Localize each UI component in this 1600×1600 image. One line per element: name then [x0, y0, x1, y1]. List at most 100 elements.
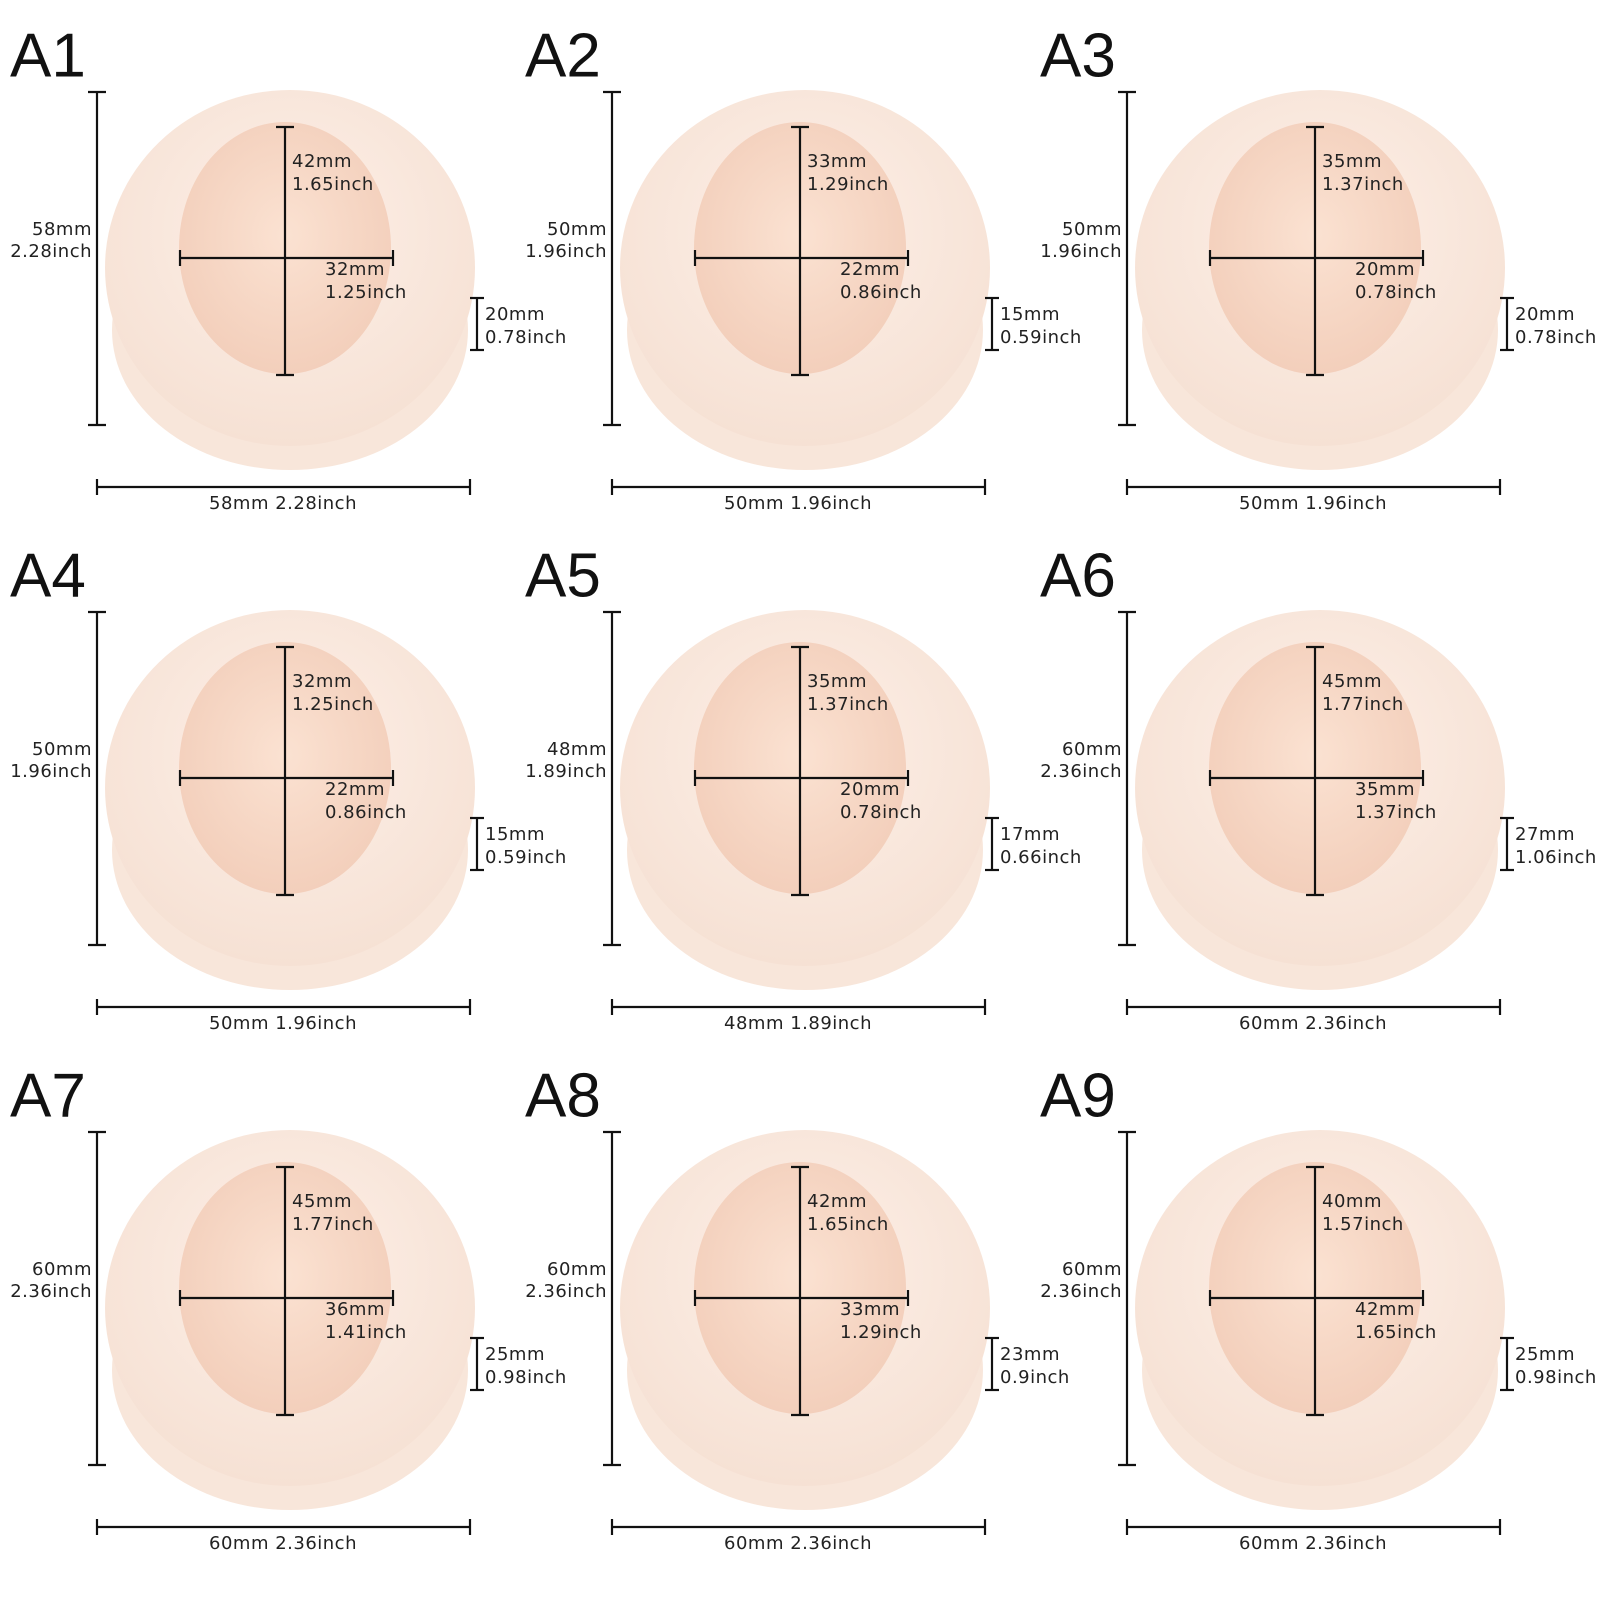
mold-label: A4	[10, 541, 86, 610]
width-text: 50mm 1.96inch	[1239, 493, 1387, 514]
cavity-width-inch: 1.29inch	[840, 1322, 922, 1343]
depth-mm: 25mm	[1515, 1344, 1575, 1365]
depth-inch: 0.98inch	[1515, 1367, 1597, 1388]
cavity-width-inch: 0.78inch	[1355, 282, 1437, 303]
height-mm: 58mm	[32, 219, 92, 240]
cavity-width-inch: 1.41inch	[325, 1322, 407, 1343]
height-mm: 60mm	[32, 1259, 92, 1280]
cavity-width-mm: 36mm	[325, 1299, 385, 1320]
mold-label: A2	[525, 21, 601, 90]
cavity-height-mm: 35mm	[807, 671, 867, 692]
mold-label: A1	[10, 21, 86, 90]
cavity-width-inch: 0.78inch	[840, 802, 922, 823]
depth-mm: 17mm	[1000, 824, 1060, 845]
height-mm: 60mm	[1062, 1259, 1122, 1280]
depth-inch: 0.78inch	[485, 327, 567, 348]
height-inch: 2.36inch	[525, 1281, 607, 1302]
cavity-width-inch: 1.65inch	[1355, 1322, 1437, 1343]
mold-label: A3	[1040, 21, 1116, 90]
cavity-width-mm: 22mm	[840, 259, 900, 280]
cavity-height-inch: 1.29inch	[807, 174, 889, 195]
depth-mm: 20mm	[485, 304, 545, 325]
width-text: 48mm 1.89inch	[724, 1013, 872, 1034]
mold-label: A8	[525, 1061, 601, 1130]
cavity-width-mm: 33mm	[840, 1299, 900, 1320]
cavity-width-mm: 20mm	[1355, 259, 1415, 280]
cavity-width-mm: 32mm	[325, 259, 385, 280]
width-text: 60mm 2.36inch	[1239, 1013, 1387, 1034]
depth-mm: 15mm	[1000, 304, 1060, 325]
cavity-height-inch: 1.57inch	[1322, 1214, 1404, 1235]
cavity-height-inch: 1.65inch	[292, 174, 374, 195]
depth-inch: 0.66inch	[1000, 847, 1082, 868]
cavity-width-mm: 20mm	[840, 779, 900, 800]
depth-inch: 0.59inch	[485, 847, 567, 868]
depth-inch: 1.06inch	[1515, 847, 1597, 868]
cavity-width-mm: 35mm	[1355, 779, 1415, 800]
cavity-height-mm: 42mm	[292, 151, 352, 172]
cavity-width-inch: 1.25inch	[325, 282, 407, 303]
cavity-width-inch: 1.37inch	[1355, 802, 1437, 823]
depth-inch: 0.9inch	[1000, 1367, 1070, 1388]
cavity-height-mm: 42mm	[807, 1191, 867, 1212]
width-text: 60mm 2.36inch	[724, 1533, 872, 1554]
cavity-height-mm: 33mm	[807, 151, 867, 172]
depth-inch: 0.78inch	[1515, 327, 1597, 348]
height-inch: 2.28inch	[10, 241, 92, 262]
height-mm: 50mm	[32, 739, 92, 760]
height-mm: 60mm	[1062, 739, 1122, 760]
depth-inch: 0.98inch	[485, 1367, 567, 1388]
cavity-height-inch: 1.65inch	[807, 1214, 889, 1235]
depth-mm: 23mm	[1000, 1344, 1060, 1365]
depth-inch: 0.59inch	[1000, 327, 1082, 348]
cavity-height-inch: 1.37inch	[1322, 174, 1404, 195]
width-text: 58mm 2.28inch	[209, 493, 357, 514]
height-mm: 48mm	[547, 739, 607, 760]
width-text: 50mm 1.96inch	[724, 493, 872, 514]
width-text: 50mm 1.96inch	[209, 1013, 357, 1034]
height-inch: 1.96inch	[1040, 241, 1122, 262]
mold-label: A6	[1040, 541, 1116, 610]
cavity-height-inch: 1.77inch	[1322, 694, 1404, 715]
height-inch: 1.89inch	[525, 761, 607, 782]
cavity-height-mm: 35mm	[1322, 151, 1382, 172]
cavity-height-mm: 45mm	[292, 1191, 352, 1212]
width-text: 60mm 2.36inch	[209, 1533, 357, 1554]
height-inch: 2.36inch	[1040, 761, 1122, 782]
cavity-width-inch: 0.86inch	[840, 282, 922, 303]
cavity-height-inch: 1.37inch	[807, 694, 889, 715]
mold-label: A5	[525, 541, 601, 610]
cavity-height-mm: 32mm	[292, 671, 352, 692]
height-inch: 2.36inch	[1040, 1281, 1122, 1302]
cavity-width-inch: 0.86inch	[325, 802, 407, 823]
height-inch: 1.96inch	[10, 761, 92, 782]
depth-mm: 15mm	[485, 824, 545, 845]
height-mm: 50mm	[1062, 219, 1122, 240]
depth-mm: 20mm	[1515, 304, 1575, 325]
height-inch: 1.96inch	[525, 241, 607, 262]
height-inch: 2.36inch	[10, 1281, 92, 1302]
cavity-width-mm: 22mm	[325, 779, 385, 800]
cavity-height-mm: 40mm	[1322, 1191, 1382, 1212]
cavity-width-mm: 42mm	[1355, 1299, 1415, 1320]
height-mm: 60mm	[547, 1259, 607, 1280]
height-mm: 50mm	[547, 219, 607, 240]
cavity-height-inch: 1.77inch	[292, 1214, 374, 1235]
mold-label: A9	[1040, 1061, 1116, 1130]
width-text: 60mm 2.36inch	[1239, 1533, 1387, 1554]
mold-label: A7	[10, 1061, 86, 1130]
cavity-height-mm: 45mm	[1322, 671, 1382, 692]
cavity-height-inch: 1.25inch	[292, 694, 374, 715]
depth-mm: 25mm	[485, 1344, 545, 1365]
depth-mm: 27mm	[1515, 824, 1575, 845]
